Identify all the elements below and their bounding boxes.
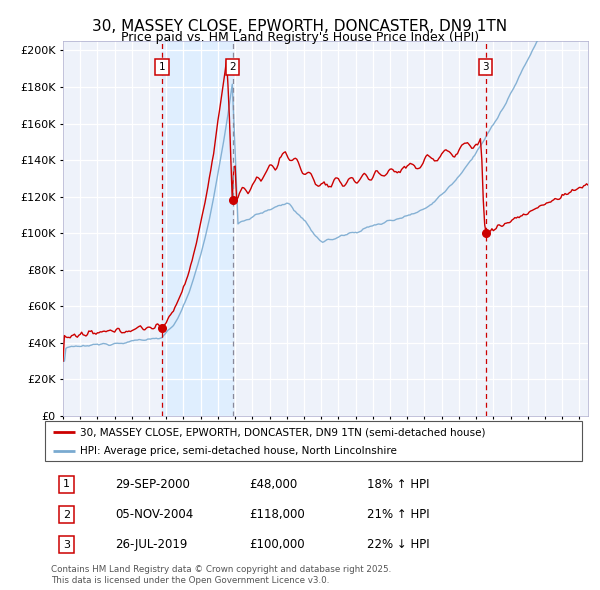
Text: 3: 3 — [482, 62, 489, 72]
Text: 30, MASSEY CLOSE, EPWORTH, DONCASTER, DN9 1TN: 30, MASSEY CLOSE, EPWORTH, DONCASTER, DN… — [92, 19, 508, 34]
Text: £118,000: £118,000 — [249, 508, 305, 521]
Text: Contains HM Land Registry data © Crown copyright and database right 2025.: Contains HM Land Registry data © Crown c… — [51, 565, 391, 574]
Text: 1: 1 — [158, 62, 165, 72]
Text: 3: 3 — [63, 540, 70, 550]
Text: 18% ↑ HPI: 18% ↑ HPI — [367, 478, 430, 491]
Text: 29-SEP-2000: 29-SEP-2000 — [115, 478, 190, 491]
Text: This data is licensed under the Open Government Licence v3.0.: This data is licensed under the Open Gov… — [51, 576, 329, 585]
Text: £100,000: £100,000 — [249, 538, 305, 551]
Text: 26-JUL-2019: 26-JUL-2019 — [115, 538, 187, 551]
FancyBboxPatch shape — [45, 421, 582, 461]
Text: HPI: Average price, semi-detached house, North Lincolnshire: HPI: Average price, semi-detached house,… — [80, 445, 397, 455]
Text: 05-NOV-2004: 05-NOV-2004 — [115, 508, 193, 521]
Text: 1: 1 — [63, 480, 70, 489]
Bar — [162, 41, 233, 416]
Text: 21% ↑ HPI: 21% ↑ HPI — [367, 508, 430, 521]
Text: 2: 2 — [229, 62, 236, 72]
Text: 22% ↓ HPI: 22% ↓ HPI — [367, 538, 430, 551]
Text: 30, MASSEY CLOSE, EPWORTH, DONCASTER, DN9 1TN (semi-detached house): 30, MASSEY CLOSE, EPWORTH, DONCASTER, DN… — [80, 427, 485, 437]
Text: 2: 2 — [63, 510, 70, 520]
Text: £48,000: £48,000 — [249, 478, 298, 491]
Text: Price paid vs. HM Land Registry's House Price Index (HPI): Price paid vs. HM Land Registry's House … — [121, 31, 479, 44]
